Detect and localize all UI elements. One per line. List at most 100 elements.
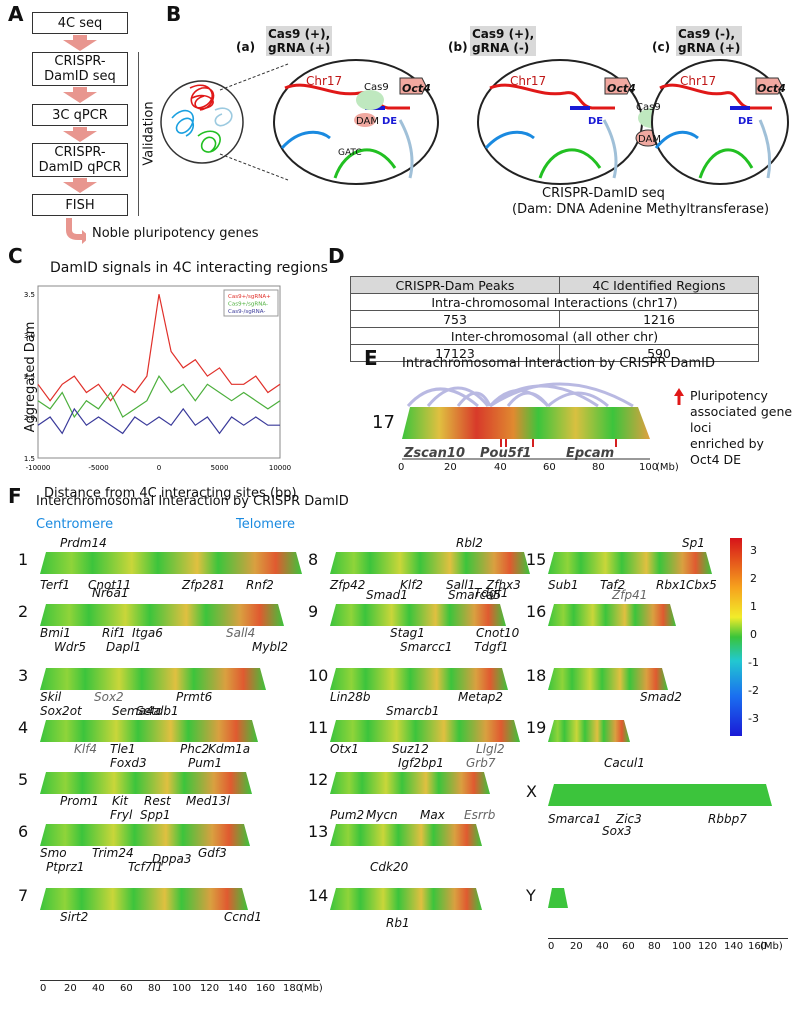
de-label-b: DE (588, 116, 604, 127)
gene-label: Sall1 (446, 578, 476, 592)
intra-4c: 1216 (559, 310, 759, 328)
gene-label: Smo (40, 846, 67, 860)
result-arrow-icon (66, 218, 86, 244)
panel-label-c: C (8, 244, 23, 268)
chr-number-19: 19 (526, 718, 547, 737)
gene-label: Zfhx3 (486, 578, 521, 592)
chr-track-1 (40, 552, 302, 574)
condition-b-label: Cas9 (+), gRNA (-) (470, 26, 537, 56)
gene-label: Nr6a1 (92, 586, 129, 600)
gene-label: Pum2 (330, 808, 365, 822)
gene-label: Llgl2 (476, 742, 505, 756)
chr-track-X (548, 784, 772, 806)
gene-label: Cnot10 (476, 626, 520, 640)
legend-entry: Cas9+/sgRNA- (228, 302, 268, 308)
condition-b-tag: (b) (448, 40, 468, 54)
e-gene-pou5f1: Pou5f1 (480, 446, 532, 461)
intra-dam: 753 (350, 310, 560, 328)
gene-label: Rest (144, 794, 171, 808)
step-fish: FISH (32, 194, 128, 216)
chr-number-Y: Y (526, 886, 536, 905)
e-interaction-arcs (406, 382, 634, 408)
gene-label: Cnot11 (88, 578, 132, 592)
step-4c-seq: 4C seq (32, 12, 128, 34)
gene-label: Sox2 (94, 690, 124, 704)
gene-label: Tdgf1 (474, 586, 509, 600)
chr-number-3: 3 (18, 666, 29, 685)
chr-number-X: X (526, 782, 537, 801)
panel-label-f: F (8, 484, 22, 508)
gene-label: Zfp281 (182, 578, 225, 592)
chr-track-9 (330, 604, 506, 626)
de-label-c: DE (738, 116, 754, 127)
legend-entry: Cas9+/sgRNA+ (228, 294, 271, 300)
y-tick-label: 3.0 (24, 332, 35, 340)
gene-label: Smarcb1 (386, 704, 440, 718)
f-axis-col3: 0 20 40 60 80 100 120 140 160 (Mb) (548, 938, 788, 955)
condition-a-label: Cas9 (+), gRNA (+) (266, 26, 333, 56)
gene-label: Max (420, 808, 445, 822)
cas9-label-a: Cas9 (364, 82, 389, 93)
gene-label: Stag1 (390, 626, 425, 640)
section-intra: Intra-chromosomal Interactions (chr17) (350, 293, 759, 311)
oct4-label-a: Oct4 (402, 82, 431, 95)
step-crispr-damid-qpcr: CRISPR- DamID qPCR (32, 143, 128, 177)
chr-track-15 (548, 552, 712, 574)
chr-number-2: 2 (18, 602, 29, 621)
gene-label: Smad1 (366, 588, 408, 602)
gene-label: Rbx1 (656, 578, 687, 592)
cell-oval-c (651, 59, 789, 185)
gene-label: Rb1 (386, 916, 410, 930)
dam-label-free: DAM (638, 134, 661, 145)
e-heat-strip (402, 407, 650, 460)
chr-number-11: 11 (308, 718, 329, 737)
chr-number-16: 16 (526, 602, 547, 621)
y-tick-label: 2.0 (24, 414, 35, 422)
gene-label: Zic3 (616, 812, 642, 826)
x-tick-label: 0 (157, 464, 161, 472)
gene-label: Tdgf1 (474, 640, 509, 654)
gene-label: Prdm14 (60, 536, 107, 550)
x-tick-label: 10000 (269, 464, 291, 472)
chr-number-6: 6 (18, 822, 29, 841)
gene-label: Ptprz1 (46, 860, 85, 874)
e-axis: 0 20 40 60 80 100 (Mb) (398, 462, 679, 473)
gene-label: Wdr5 (54, 640, 87, 654)
gene-label: Kit (112, 794, 128, 808)
gene-label: Prom1 (60, 794, 99, 808)
gene-label: Sox2ot (40, 704, 82, 718)
chr17-label-b: Chr17 (510, 74, 547, 88)
chr-number-14: 14 (308, 886, 329, 905)
gene-label: Rbbp7 (708, 812, 747, 826)
x-tick-label: 5000 (211, 464, 229, 472)
chr-track-11 (330, 720, 520, 742)
f-title: Interchromosomal Interaction by CRISPR D… (36, 494, 349, 509)
y-tick-label: 3.5 (24, 291, 35, 299)
gene-label: Itga6 (132, 626, 163, 640)
chr-track-3 (40, 668, 266, 690)
gene-label: Zfp42 (330, 578, 366, 592)
gatc-label-a: GATC (338, 148, 362, 158)
panel-label-b: B (166, 2, 182, 26)
cell-oval-a (273, 59, 439, 185)
gene-label: Rif1 (102, 626, 126, 640)
gene-label: Dppa3 (152, 852, 192, 866)
e-title: Intrachromosomal Interaction by CRISPR D… (402, 356, 716, 371)
gene-label: Mybl2 (252, 640, 289, 654)
chr-number-12: 12 (308, 770, 329, 789)
header-4c-regions: 4C Identified Regions (559, 276, 759, 294)
b-caption-2: (Dam: DNA Adenine Methyltransferase) (512, 202, 770, 217)
chr-track-2 (40, 604, 284, 626)
legend-box (223, 289, 279, 317)
condition-c-tag: (c) (652, 40, 671, 54)
gene-label: Cbx5 (686, 578, 717, 592)
chr-track-19 (548, 720, 630, 742)
gene-label: Sp1 (682, 536, 705, 550)
gene-label: Otx1 (330, 742, 359, 756)
telomere-label: Telomere (236, 517, 296, 532)
chr-number-13: 13 (308, 822, 329, 841)
gene-label: Trim24 (92, 846, 134, 860)
gene-label: Tle1 (110, 742, 136, 756)
chr-track-18 (548, 668, 668, 690)
header-crispr-dam: CRISPR-Dam Peaks (350, 276, 560, 294)
